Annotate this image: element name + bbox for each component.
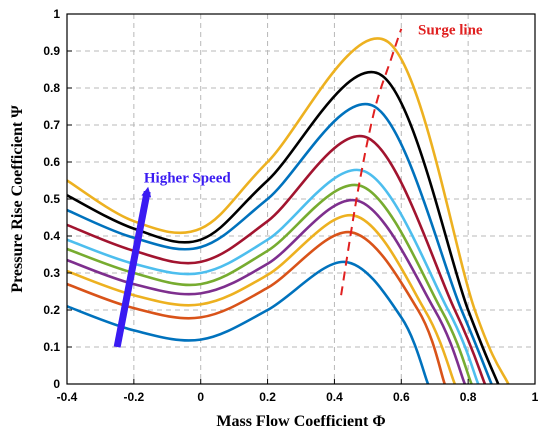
series-line-9 bbox=[67, 70, 500, 384]
x-tick-label: 0 bbox=[197, 390, 204, 404]
annotation-layer: Surge line Higher Speed bbox=[113, 22, 483, 348]
y-tick-label: 1 bbox=[53, 7, 60, 21]
y-tick-label: 0.3 bbox=[43, 266, 60, 280]
y-tick-label: 0.8 bbox=[43, 81, 60, 95]
tick-layer: -0.4 -0.2 0 0.2 0.4 0.6 0.8 1 0 0.1 0.2 0.3 0.4 0.5 0.… bbox=[43, 7, 538, 404]
y-tick-label: 0 bbox=[53, 377, 60, 391]
x-tick-label: 0.2 bbox=[259, 390, 276, 404]
series-line-5 bbox=[67, 183, 473, 384]
x-tick-label: -0.2 bbox=[124, 390, 145, 404]
x-tick-label: -0.4 bbox=[57, 390, 78, 404]
higher-speed-arrow bbox=[113, 186, 152, 348]
y-tick-label: 0.2 bbox=[43, 303, 60, 317]
series-line-10 bbox=[67, 37, 510, 384]
series-line-2 bbox=[67, 230, 446, 384]
x-tick-label: 0.6 bbox=[393, 390, 410, 404]
series-line-1 bbox=[67, 260, 430, 384]
y-tick-label: 0.1 bbox=[43, 340, 60, 354]
x-tick-label: 0.8 bbox=[460, 390, 477, 404]
series-line-3 bbox=[67, 214, 457, 384]
x-tick-label: 1 bbox=[532, 390, 539, 404]
series-line-4 bbox=[67, 198, 467, 384]
x-axis-label: Mass Flow Coefficient Φ bbox=[216, 413, 385, 430]
y-tick-label: 0.9 bbox=[43, 44, 60, 58]
y-tick-label: 0.5 bbox=[43, 192, 60, 206]
higher-speed-label: Higher Speed bbox=[144, 170, 231, 186]
surge-line-label: Surge line bbox=[418, 22, 483, 38]
series-line-8 bbox=[67, 102, 493, 384]
y-axis-label: Pressure Rise Coefficient Ψ bbox=[9, 105, 26, 293]
y-tick-label: 0.4 bbox=[43, 229, 60, 243]
y-tick-label: 0.7 bbox=[43, 118, 60, 132]
x-tick-label: 0.4 bbox=[326, 390, 343, 404]
y-tick-label: 0.6 bbox=[43, 155, 60, 169]
